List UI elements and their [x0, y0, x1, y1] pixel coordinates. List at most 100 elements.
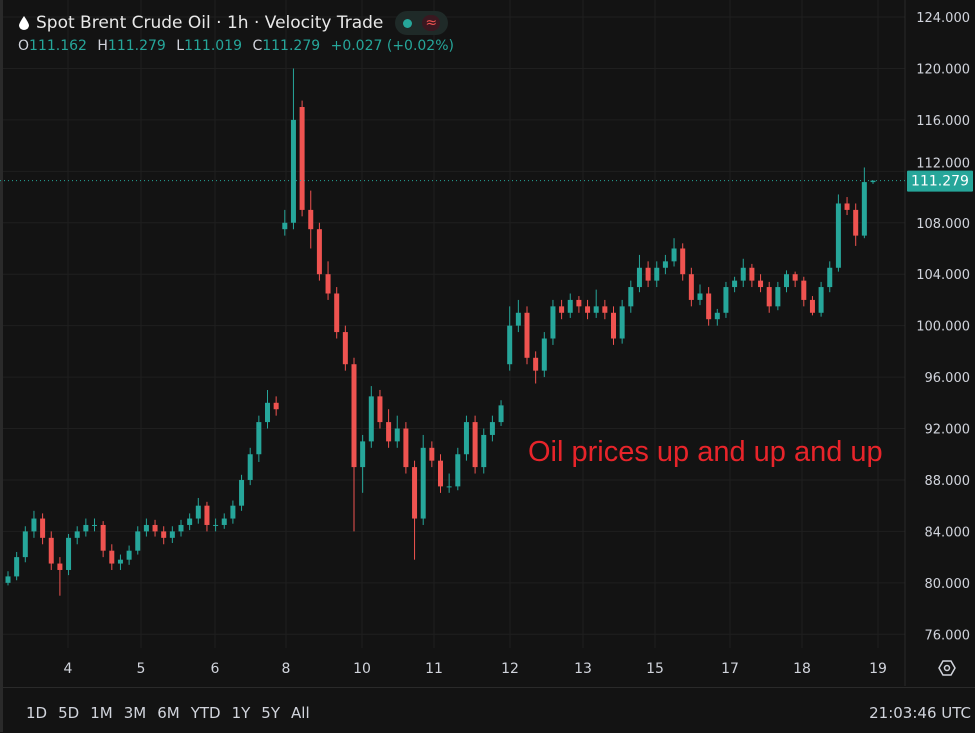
- candle-body: [135, 531, 141, 551]
- candle-body: [256, 422, 262, 455]
- candle: [732, 276, 738, 293]
- candle-body: [732, 280, 738, 288]
- range-6m[interactable]: 6M: [157, 704, 180, 722]
- candle: [221, 513, 227, 529]
- candle-body: [342, 332, 348, 365]
- candle: [143, 518, 149, 537]
- range-5d[interactable]: 5D: [58, 704, 80, 722]
- candle-body: [360, 441, 366, 468]
- candle-body: [472, 422, 478, 468]
- settings-icon[interactable]: [938, 660, 956, 676]
- candle: [714, 308, 720, 326]
- candle: [809, 296, 815, 316]
- candle: [126, 545, 132, 565]
- open-value: 111.162: [29, 38, 87, 54]
- candle: [178, 519, 184, 537]
- ohlc-values: O111.162 H111.279 L111.019 C111.279 +0.0…: [18, 38, 460, 54]
- candle-body: [714, 312, 720, 320]
- candle: [213, 518, 219, 532]
- candle: [282, 209, 288, 236]
- x-tick-label: 12: [501, 661, 519, 677]
- candle-body: [282, 222, 288, 230]
- candle-body: [14, 557, 20, 577]
- candle: [386, 409, 392, 448]
- candle: [489, 415, 495, 442]
- candle-body: [619, 306, 625, 339]
- range-5y[interactable]: 5Y: [261, 704, 281, 722]
- candle: [83, 518, 89, 537]
- candle: [472, 415, 478, 474]
- candle: [758, 274, 764, 293]
- candle: [100, 521, 106, 558]
- candle-body: [662, 261, 668, 268]
- candlestick-chart[interactable]: 124.000 120.000 116.000 112.000 108.000 104.0…: [0, 0, 975, 686]
- candle: [316, 222, 322, 281]
- candle-body: [567, 299, 573, 313]
- x-tick-label: 10: [353, 661, 371, 677]
- candle-body: [247, 454, 253, 480]
- candle: [161, 526, 167, 545]
- candle: [706, 287, 712, 326]
- y-tick-label: 96.000: [925, 371, 971, 386]
- last-price-label: 111.279: [911, 174, 969, 190]
- change-value: +0.027 (+0.02%): [330, 38, 454, 54]
- candle-body: [92, 524, 97, 526]
- range-ytd[interactable]: YTD: [190, 704, 221, 722]
- candle-body: [394, 428, 400, 442]
- candle-body: [109, 550, 115, 564]
- candle: [481, 428, 487, 474]
- candle: [92, 518, 97, 532]
- candle-body: [576, 299, 582, 307]
- candle: [342, 325, 348, 371]
- candle-body: [671, 248, 677, 262]
- clock[interactable]: 21:03:46 UTC: [869, 704, 971, 722]
- candle-body: [645, 267, 651, 281]
- candle: [766, 281, 772, 313]
- range-selector: 1D 5D 1M 3M 6M YTD 1Y 5Y All: [26, 704, 310, 722]
- candle-body: [386, 422, 392, 442]
- candle: [5, 571, 11, 586]
- candle: [14, 551, 20, 581]
- candle: [541, 332, 547, 378]
- close-value: 111.279: [262, 38, 321, 54]
- candle: [861, 167, 867, 239]
- y-tick-label: 92.000: [925, 423, 971, 438]
- candle-body: [489, 422, 495, 435]
- candle-body: [169, 531, 175, 538]
- range-1m[interactable]: 1M: [90, 704, 113, 722]
- y-tick-label: 104.000: [916, 268, 970, 283]
- candle-body: [290, 119, 296, 223]
- candle: [420, 434, 426, 525]
- candle-body: [368, 396, 374, 442]
- candle-body: [515, 312, 521, 326]
- candle-body: [809, 299, 815, 313]
- candle-body: [455, 454, 461, 487]
- candle: [645, 261, 651, 288]
- oil-drop-icon: [19, 16, 29, 30]
- candle: [256, 415, 262, 462]
- x-tick-label: 18: [793, 661, 811, 677]
- candle: [117, 554, 123, 570]
- price-axis: 124.000 120.000 116.000 112.000 108.000 104.0…: [916, 11, 970, 643]
- range-all[interactable]: All: [291, 704, 310, 722]
- grid: [3, 0, 906, 686]
- y-tick-label: 120.000: [916, 62, 970, 77]
- candle-body: [524, 312, 530, 358]
- range-1d[interactable]: 1D: [26, 704, 48, 722]
- range-3m[interactable]: 3M: [123, 704, 147, 722]
- candle-body: [230, 505, 236, 519]
- symbol-title[interactable]: Spot Brent Crude Oil · 1h · Velocity Tra…: [36, 13, 384, 33]
- candle: [662, 254, 668, 275]
- candle: [749, 263, 755, 288]
- candle-body: [740, 267, 746, 281]
- candle-body: [784, 274, 789, 288]
- y-tick-label: 88.000: [925, 474, 971, 489]
- candle: [550, 299, 556, 345]
- candle: [403, 422, 409, 474]
- status-pill[interactable]: ≈: [395, 11, 449, 35]
- candle-body: [412, 467, 418, 519]
- candle: [22, 526, 28, 563]
- candle-body: [749, 267, 755, 281]
- candle-body: [429, 447, 435, 461]
- range-1y[interactable]: 1Y: [231, 704, 251, 722]
